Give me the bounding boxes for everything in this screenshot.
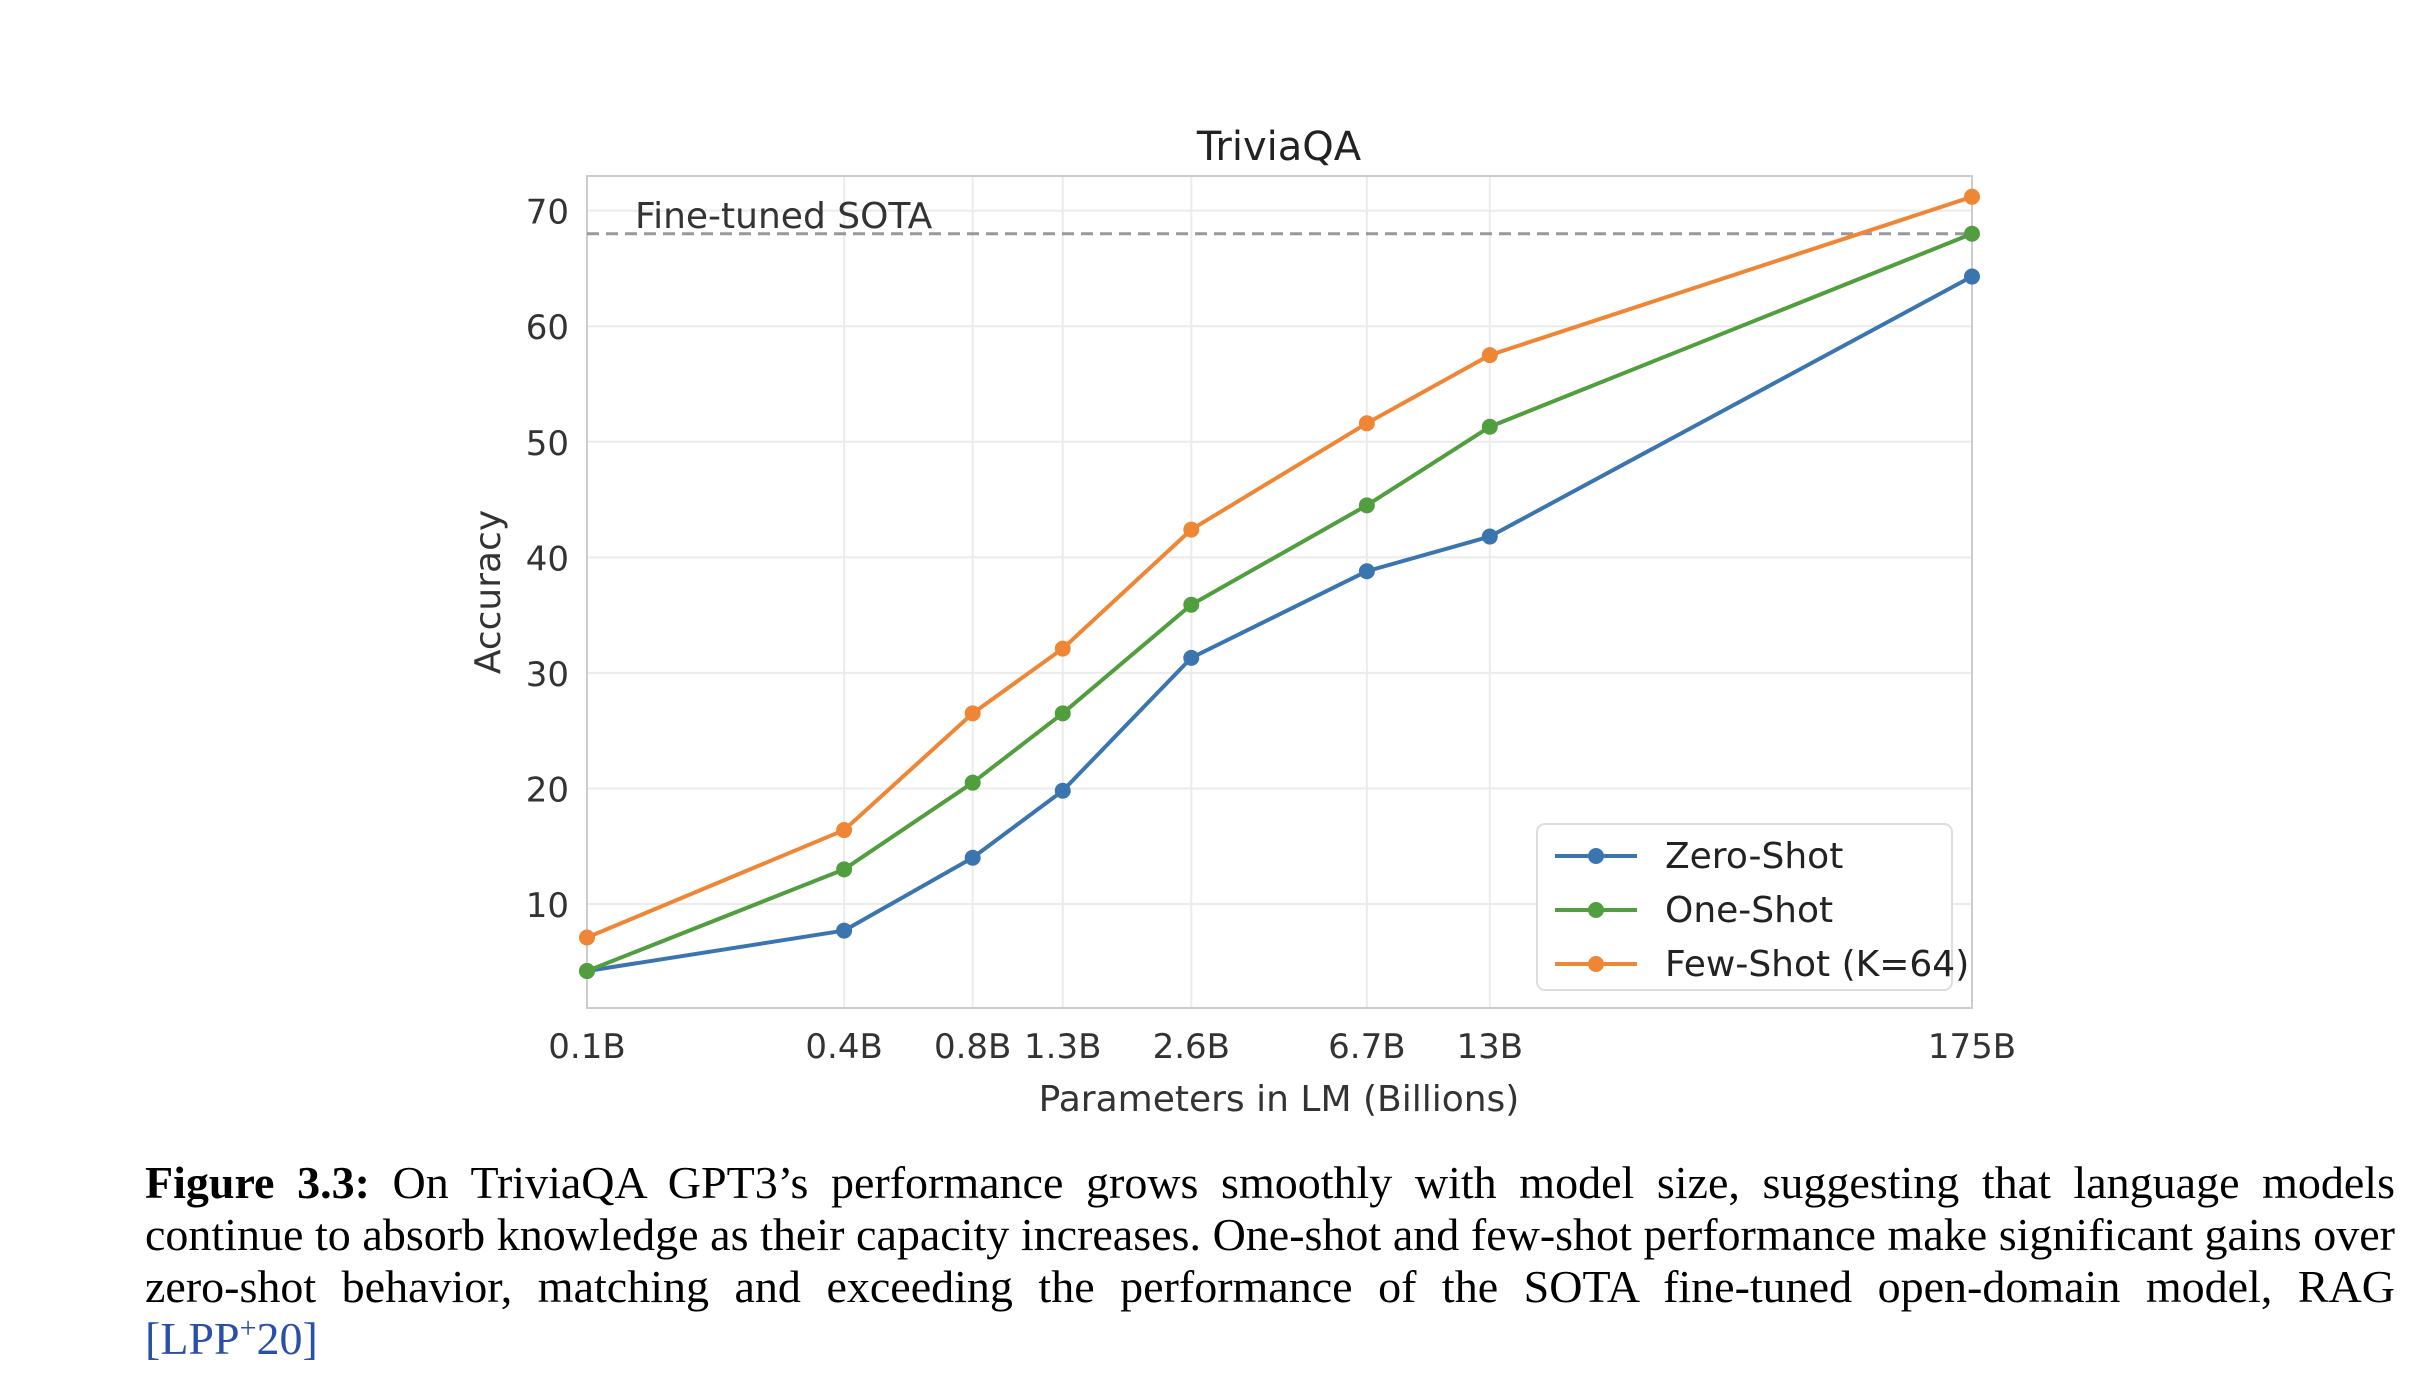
data-point — [964, 705, 981, 722]
data-point — [1054, 782, 1071, 799]
data-point — [1054, 705, 1071, 722]
legend: Zero-Shot One-Shot Few-Shot (K=64) — [1536, 823, 1969, 991]
series-layer — [579, 188, 1980, 980]
reference-label: Fine-tuned SOTA — [635, 196, 933, 237]
x-tick-labels: 0.1B 0.4B 0.8B 1.3B 2.6B 6.7B 13B 175B — [548, 1027, 2016, 1067]
grid — [586, 176, 1973, 1008]
legend-box — [1536, 823, 1953, 991]
x-tick-label: 175B — [1928, 1027, 2016, 1067]
y-tick-labels: 10 20 30 40 50 60 70 — [526, 193, 569, 926]
x-tick-label: 2.6B — [1153, 1027, 1230, 1067]
legend-label: One-Shot — [1665, 890, 1833, 931]
data-point — [1964, 268, 1980, 285]
legend-items: Zero-Shot One-Shot Few-Shot (K=64) — [1555, 836, 1969, 985]
data-point — [1358, 563, 1375, 580]
data-point — [1964, 225, 1980, 242]
data-point — [836, 822, 853, 839]
series-line — [586, 194, 1973, 940]
data-point — [964, 849, 981, 866]
series-line — [586, 231, 1973, 973]
x-axis-label: Parameters in LM (Billions) — [1039, 1079, 1520, 1120]
legend-label: Few-Shot (K=64) — [1665, 944, 1969, 985]
legend-entry: Zero-Shot — [1555, 836, 1843, 877]
caption-text: On TriviaQA GPT3’s performance grows smo… — [145, 1157, 2395, 1312]
data-point — [1481, 418, 1498, 435]
y-tick-label: 40 — [526, 539, 569, 579]
data-point — [1964, 188, 1980, 205]
x-tick-label: 6.7B — [1328, 1027, 1405, 1067]
citation-open: [ — [145, 1313, 161, 1364]
series-line — [586, 274, 1973, 973]
x-tick-label: 1.3B — [1024, 1027, 1101, 1067]
y-tick-label: 10 — [526, 886, 569, 926]
legend-marker — [1588, 902, 1604, 918]
citation-year: 20 — [256, 1313, 303, 1364]
citation-main: LPP — [160, 1313, 240, 1364]
legend-entry: Few-Shot (K=64) — [1555, 944, 1969, 985]
data-point — [1358, 415, 1375, 432]
legend-marker — [1588, 956, 1604, 972]
data-point — [1481, 528, 1498, 545]
x-tick-label: 13B — [1457, 1027, 1524, 1067]
series-one-shot — [579, 225, 1980, 980]
series-zero-shot — [579, 268, 1980, 980]
x-tick-label: 0.4B — [805, 1027, 882, 1067]
legend-entry: One-Shot — [1555, 890, 1833, 931]
y-tick-label: 30 — [526, 655, 569, 695]
data-point — [579, 929, 595, 946]
citation-close: ] — [302, 1313, 318, 1364]
legend-marker — [1588, 848, 1604, 864]
series-few-shot-k-64 — [579, 188, 1980, 946]
plot-frame — [586, 175, 1973, 1009]
x-tick-label: 0.1B — [548, 1027, 625, 1067]
citation-sup: + — [239, 1311, 257, 1345]
data-point — [1358, 497, 1375, 514]
data-point — [836, 861, 853, 878]
y-tick-label: 60 — [526, 308, 569, 348]
data-point — [1183, 521, 1200, 538]
data-point — [1481, 347, 1498, 364]
figure-caption: Figure 3.3: On TriviaQA GPT3’s performan… — [145, 1157, 2395, 1365]
data-point — [1183, 596, 1200, 613]
data-point — [836, 922, 853, 939]
data-point — [1054, 640, 1071, 657]
y-tick-label: 70 — [526, 193, 569, 233]
caption-label: Figure 3.3: — [145, 1157, 370, 1208]
y-tick-label: 50 — [526, 424, 569, 464]
x-tick-label: 0.8B — [934, 1027, 1011, 1067]
data-point — [1183, 649, 1200, 666]
citation-link[interactable]: [LPP+20] — [145, 1313, 318, 1364]
data-point — [964, 774, 981, 791]
chart-title: TriviaQA — [1196, 124, 1362, 170]
y-axis-label: Accuracy — [468, 510, 509, 674]
y-tick-label: 20 — [526, 770, 569, 810]
data-point — [579, 963, 595, 980]
legend-label: Zero-Shot — [1665, 836, 1843, 877]
reference-line-group: Fine-tuned SOTA — [587, 196, 1972, 237]
